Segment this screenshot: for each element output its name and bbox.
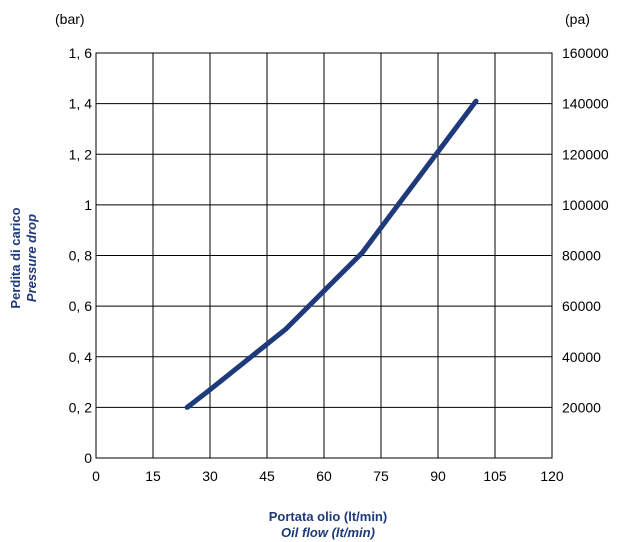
right-y-tick-label: 80000 <box>562 248 601 264</box>
right-y-tick-labels: 20000 40000 60000 80000 100000 120000 140000 16… <box>562 45 609 415</box>
x-tick-label: 120 <box>540 468 564 484</box>
left-y-tick-label: 0 <box>84 450 92 466</box>
right-y-tick-label: 160000 <box>562 45 609 61</box>
right-y-tick-label: 60000 <box>562 298 601 314</box>
right-y-tick-label: 40000 <box>562 349 601 365</box>
data-point <box>245 356 251 362</box>
left-y-tick-label: 0, 2 <box>69 399 93 415</box>
data-point <box>397 199 403 205</box>
left-y-tick-label: 1 <box>84 197 92 213</box>
x-tick-label: 60 <box>316 468 332 484</box>
left-y-tick-label: 1, 2 <box>69 146 93 162</box>
left-unit-label: (bar) <box>55 11 85 27</box>
data-point <box>321 288 327 294</box>
left-y-tick-label: 0, 4 <box>69 349 93 365</box>
x-tick-label: 105 <box>483 468 507 484</box>
data-point <box>283 326 289 332</box>
x-tick-label: 0 <box>92 468 100 484</box>
data-point <box>435 149 441 155</box>
x-tick-label: 90 <box>430 468 446 484</box>
x-tick-label: 30 <box>202 468 218 484</box>
right-y-tick-label: 100000 <box>562 197 609 213</box>
data-point <box>359 250 365 256</box>
right-y-tick-label: 140000 <box>562 96 609 112</box>
data-point <box>184 404 190 410</box>
series-line <box>185 99 478 410</box>
x-tick-labels: 0 15 30 45 60 75 90 105 120 <box>92 468 564 484</box>
y-axis-title-en: Pressure drop <box>24 214 39 302</box>
left-y-tick-label: 1, 6 <box>69 45 93 61</box>
right-y-tick-label: 120000 <box>562 146 609 162</box>
right-unit-label: (pa) <box>565 11 590 27</box>
left-y-tick-label: 0, 8 <box>69 248 93 264</box>
data-points <box>184 98 479 410</box>
plot-frame <box>95 52 553 459</box>
x-tick-label: 15 <box>145 468 161 484</box>
x-tick-label: 45 <box>259 468 275 484</box>
data-point <box>473 98 479 104</box>
left-y-tick-labels: 0 0, 2 0, 4 0, 6 0, 8 1 1, 2 1, 4 1, 6 <box>69 45 93 466</box>
right-y-tick-label: 20000 <box>562 399 601 415</box>
left-y-tick-label: 1, 4 <box>69 96 93 112</box>
x-tick-label: 75 <box>373 468 389 484</box>
x-axis-title: Portata olio (lt/min) <box>269 509 387 524</box>
y-axis-title: Perdita di carico <box>8 207 23 308</box>
data-point <box>207 387 213 393</box>
x-axis-title-en: Oil flow (lt/min) <box>281 525 375 540</box>
grid-lines <box>96 53 552 458</box>
left-y-tick-label: 0, 6 <box>69 298 93 314</box>
